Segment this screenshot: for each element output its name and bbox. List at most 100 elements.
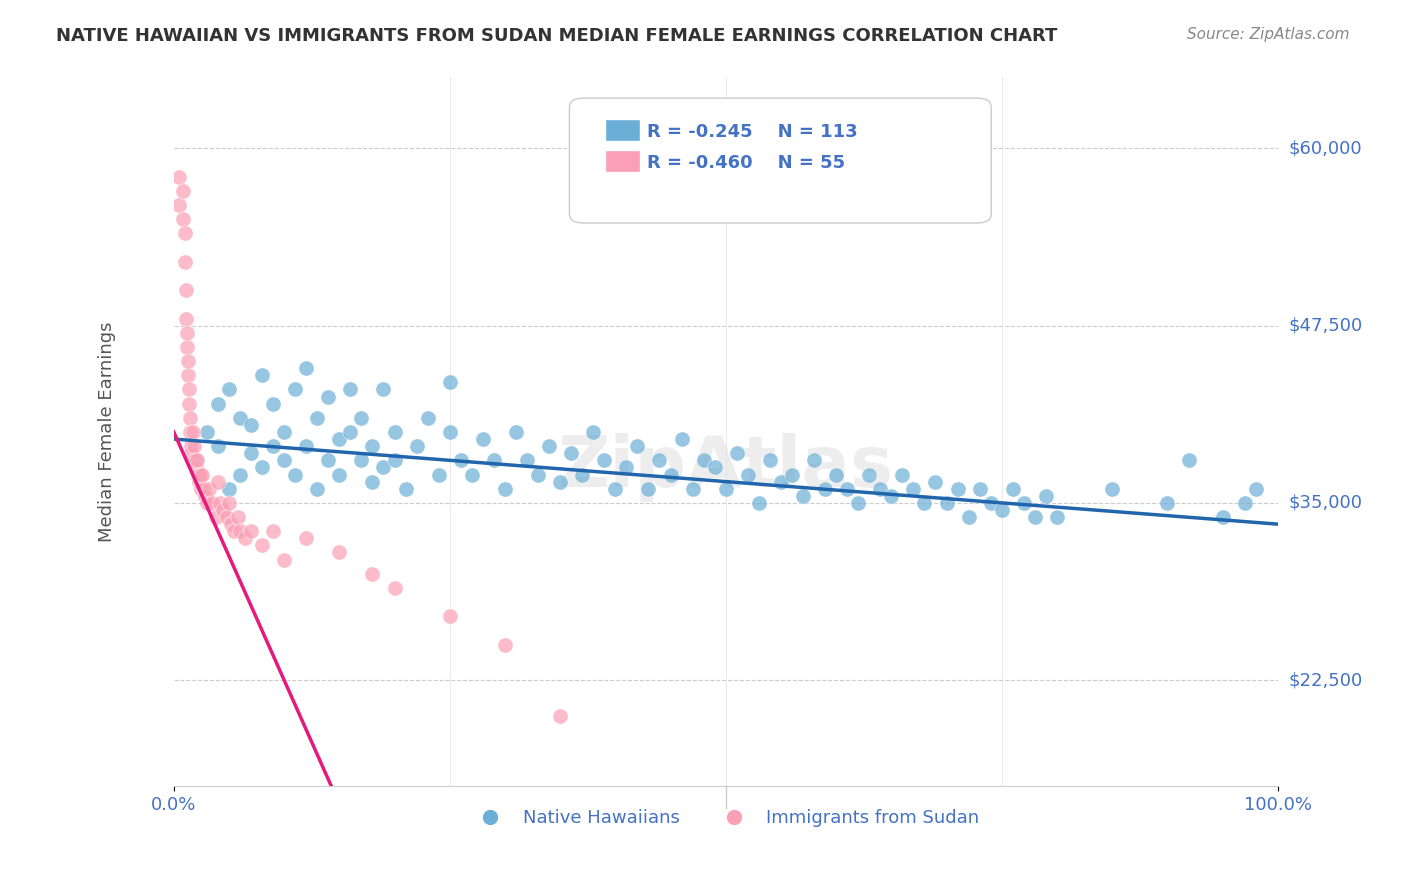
- Point: [172, 212, 194, 227]
- Point: [361, 439, 384, 453]
- Point: [450, 453, 472, 467]
- Point: [179, 383, 201, 397]
- Point: [295, 361, 318, 376]
- Point: [361, 475, 384, 489]
- Point: [195, 496, 218, 510]
- Point: [176, 340, 198, 354]
- Point: [229, 467, 252, 482]
- Point: [780, 467, 803, 482]
- Point: [183, 439, 205, 453]
- Point: [215, 510, 238, 524]
- Point: [957, 510, 980, 524]
- Point: [167, 169, 190, 184]
- Point: [1244, 482, 1267, 496]
- Point: [880, 489, 903, 503]
- Point: [262, 524, 284, 539]
- Point: [1212, 510, 1234, 524]
- Point: [914, 496, 936, 510]
- Point: [187, 467, 209, 482]
- Point: [427, 467, 450, 482]
- Point: [692, 453, 714, 467]
- Point: [273, 425, 295, 439]
- Point: [224, 524, 246, 539]
- Point: [703, 460, 725, 475]
- Legend: Native Hawaiians, Immigrants from Sudan: Native Hawaiians, Immigrants from Sudan: [465, 802, 987, 834]
- Point: [846, 496, 869, 510]
- Point: [516, 453, 538, 467]
- Point: [212, 503, 235, 517]
- Point: [188, 475, 211, 489]
- Point: [174, 311, 197, 326]
- Point: [180, 446, 202, 460]
- Point: [262, 396, 284, 410]
- Point: [482, 453, 505, 467]
- Point: [814, 482, 837, 496]
- Point: [173, 254, 195, 268]
- Point: [384, 581, 406, 595]
- Point: [229, 524, 252, 539]
- Point: [177, 368, 200, 383]
- Point: [582, 425, 605, 439]
- Point: [714, 482, 737, 496]
- Point: [167, 198, 190, 212]
- Point: [494, 482, 516, 496]
- Point: [284, 467, 307, 482]
- Text: Median Female Earnings: Median Female Earnings: [98, 322, 117, 542]
- Point: [190, 482, 212, 496]
- Text: NATIVE HAWAIIAN VS IMMIGRANTS FROM SUDAN MEDIAN FEMALE EARNINGS CORRELATION CHAR: NATIVE HAWAIIAN VS IMMIGRANTS FROM SUDAN…: [56, 27, 1057, 45]
- Point: [180, 439, 202, 453]
- Point: [240, 524, 263, 539]
- Point: [339, 383, 361, 397]
- Point: [179, 396, 201, 410]
- Point: [186, 453, 208, 467]
- Point: [737, 467, 759, 482]
- Point: [759, 453, 782, 467]
- Point: [494, 638, 516, 652]
- Point: [250, 368, 273, 383]
- Point: [394, 482, 416, 496]
- Point: [207, 396, 229, 410]
- Point: [725, 446, 748, 460]
- Point: [174, 283, 197, 297]
- Point: [316, 453, 339, 467]
- Point: [361, 566, 384, 581]
- Text: ZipAtlas: ZipAtlas: [558, 433, 894, 502]
- Point: [869, 482, 891, 496]
- Point: [935, 496, 957, 510]
- Text: $60,000: $60,000: [1289, 139, 1362, 157]
- Point: [946, 482, 969, 496]
- Point: [195, 425, 218, 439]
- Point: [439, 376, 461, 390]
- Point: [605, 482, 627, 496]
- Point: [328, 467, 350, 482]
- Point: [316, 390, 339, 404]
- Point: [593, 453, 616, 467]
- Text: Source: ZipAtlas.com: Source: ZipAtlas.com: [1187, 27, 1350, 42]
- Point: [273, 552, 295, 566]
- Point: [980, 496, 1002, 510]
- Point: [307, 410, 329, 425]
- Point: [1024, 510, 1046, 524]
- Point: [191, 467, 214, 482]
- Point: [262, 439, 284, 453]
- Point: [858, 467, 880, 482]
- Point: [748, 496, 770, 510]
- Point: [207, 439, 229, 453]
- Point: [903, 482, 925, 496]
- Point: [193, 482, 215, 496]
- Point: [184, 453, 207, 467]
- Point: [250, 460, 273, 475]
- Point: [328, 545, 350, 559]
- Point: [218, 383, 240, 397]
- Text: R = -0.245    N = 113: R = -0.245 N = 113: [647, 123, 858, 141]
- Point: [250, 538, 273, 552]
- Point: [1035, 489, 1057, 503]
- Point: [1012, 496, 1035, 510]
- Point: [548, 708, 571, 723]
- Point: [505, 425, 527, 439]
- Point: [471, 432, 494, 446]
- Point: [181, 425, 204, 439]
- Text: R = -0.460    N = 55: R = -0.460 N = 55: [647, 154, 845, 172]
- Point: [990, 503, 1012, 517]
- Point: [637, 482, 659, 496]
